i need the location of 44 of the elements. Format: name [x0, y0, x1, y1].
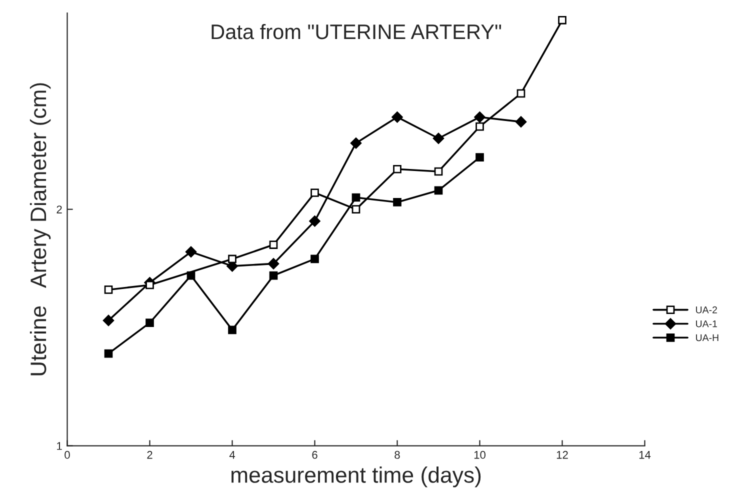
y-tick-label: 1	[57, 442, 62, 450]
point	[476, 153, 484, 162]
x-tick-label: 2	[147, 450, 152, 459]
point	[309, 216, 320, 227]
point	[268, 258, 280, 270]
x-tick-label: 4	[229, 451, 236, 459]
point	[350, 138, 362, 149]
x-tick-label: 6	[312, 450, 318, 459]
point	[146, 318, 154, 327]
x-tick-label: 10	[474, 450, 486, 459]
point	[476, 122, 484, 131]
legend-label: UA-H	[696, 334, 718, 342]
point	[516, 89, 526, 98]
point	[393, 198, 402, 206]
point	[269, 271, 278, 280]
point	[352, 205, 360, 214]
legend-label: UA-2	[696, 306, 717, 314]
x-axis-title: measurement time (days)	[232, 466, 481, 488]
y-axis-title: Uterine Artery Diameter (cm)	[30, 83, 51, 376]
point	[269, 240, 278, 249]
point	[146, 280, 154, 290]
point	[104, 286, 113, 294]
point	[228, 326, 236, 334]
point	[310, 188, 319, 197]
point	[432, 132, 444, 144]
x-tick-label: 8	[394, 450, 400, 459]
point	[515, 116, 527, 128]
point	[434, 186, 443, 195]
point	[310, 254, 319, 264]
point	[228, 254, 236, 264]
x-tick-label: 0	[64, 450, 70, 459]
point	[392, 111, 403, 123]
point	[102, 314, 114, 326]
point	[104, 349, 113, 358]
point	[558, 16, 566, 24]
x-tick-label: 14	[639, 451, 651, 459]
chart-title: Data from "UTERINE ARTERY"	[212, 24, 502, 40]
x-tick-label: 12	[556, 450, 568, 459]
point	[474, 111, 486, 123]
legend-label: UA-1	[696, 320, 717, 328]
point	[352, 193, 360, 202]
point	[393, 164, 402, 174]
point	[185, 246, 197, 258]
point	[434, 167, 443, 176]
